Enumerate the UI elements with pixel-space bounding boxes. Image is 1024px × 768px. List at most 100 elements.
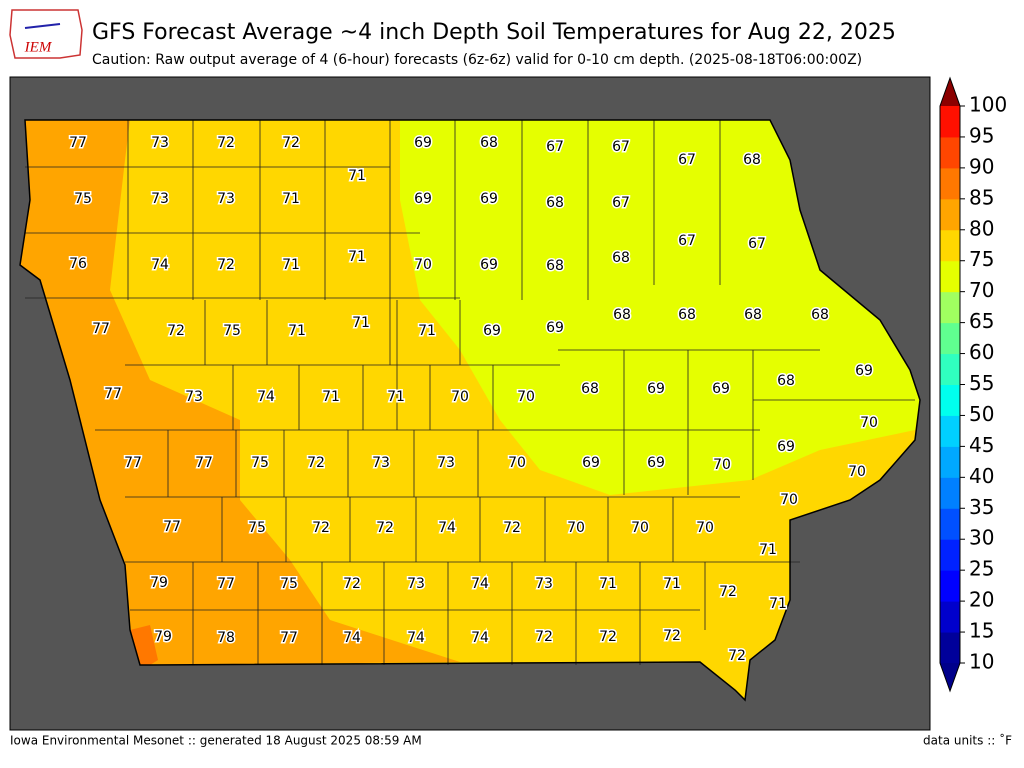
county-value: 72	[167, 323, 185, 339]
county-value: 72	[312, 520, 330, 536]
county-value: 70	[860, 415, 878, 431]
colorbar-segment	[940, 291, 960, 324]
county-value: 79	[150, 575, 168, 591]
county-value: 77	[280, 630, 298, 646]
county-value: 75	[223, 323, 241, 339]
county-value: 68	[777, 373, 795, 389]
county-value: 74	[471, 576, 489, 592]
county-value: 69	[480, 191, 498, 207]
logo-text: IEM	[24, 39, 53, 55]
county-value: 68	[546, 195, 564, 211]
county-value: 70	[713, 457, 731, 473]
county-value: 74	[438, 520, 456, 536]
county-value: 77	[124, 455, 142, 471]
county-value: 68	[678, 307, 696, 323]
colorbar-segment	[940, 106, 960, 138]
county-value: 71	[599, 576, 617, 592]
state-outline	[19, 119, 921, 702]
county-value: 69	[647, 455, 665, 471]
county-value: 75	[248, 520, 266, 536]
colorbar-segment	[940, 322, 960, 355]
county-value: 68	[743, 152, 761, 168]
county-value: 68	[612, 250, 630, 266]
colorbar-segment	[940, 477, 960, 509]
county-value: 72	[599, 629, 617, 645]
county-value: 72	[376, 520, 394, 536]
county-value: 69	[582, 455, 600, 471]
county-value: 72	[663, 628, 681, 644]
colorbar-tick-label: 15	[969, 619, 994, 643]
county-value: 71	[282, 257, 300, 273]
colorbar-tick-label: 85	[969, 185, 994, 209]
logo-outline	[9, 9, 83, 59]
county-value: 77	[104, 386, 122, 402]
county-value: 73	[151, 191, 169, 207]
county-value: 73	[372, 455, 390, 471]
county-value: 73	[151, 135, 169, 151]
county-value: 77	[92, 321, 110, 337]
county-value: 69	[546, 320, 564, 336]
county-value: 68	[546, 258, 564, 274]
footer-left: Iowa Environmental Mesonet :: generated …	[10, 734, 422, 748]
colorbar-tick-label: 20	[969, 588, 994, 612]
colorbar-tick-label: 65	[969, 309, 994, 333]
county-value: 72	[728, 648, 746, 664]
county-value: 69	[414, 191, 432, 207]
colorbar-segment	[940, 415, 960, 447]
county-value: 77	[195, 455, 213, 471]
cool-region	[400, 120, 920, 495]
county-value: 71	[352, 315, 370, 331]
colorbar-under	[940, 663, 960, 691]
county-lines	[25, 120, 915, 665]
county-value: 71	[759, 542, 777, 558]
colorbar-tick-label: 90	[969, 154, 994, 178]
county-value: 68	[613, 307, 631, 323]
county-value: 71	[769, 596, 787, 612]
county-value: 77	[217, 576, 235, 592]
county-value: 70	[414, 257, 432, 273]
colorbar-tick-label: 60	[969, 340, 994, 364]
county-value: 68	[581, 381, 599, 397]
colorbar-segment	[940, 260, 960, 293]
county-value: 69	[414, 135, 432, 151]
county-value: 70	[848, 464, 866, 480]
county-value: 71	[663, 576, 681, 592]
colorbar-tick-label: 50	[969, 402, 994, 426]
county-value: 69	[480, 257, 498, 273]
county-value: 70	[508, 455, 526, 471]
county-value: 75	[251, 455, 269, 471]
colorbar-segment	[940, 136, 960, 169]
county-value: 72	[282, 135, 300, 151]
county-value: 70	[451, 389, 469, 405]
county-value: 71	[288, 323, 306, 339]
county-value: 73	[407, 576, 425, 592]
county-value: 70	[780, 492, 798, 508]
county-value: 73	[535, 576, 553, 592]
county-value: 71	[322, 389, 340, 405]
county-value: 70	[631, 520, 649, 536]
county-value: 68	[811, 307, 829, 323]
colorbar-segment	[940, 508, 960, 540]
county-value: 69	[712, 381, 730, 397]
county-value: 70	[696, 520, 714, 536]
colorbar-segment	[940, 353, 960, 385]
colorbar-tick-label: 30	[969, 526, 994, 550]
hot-spot	[130, 625, 158, 665]
logo-line	[24, 23, 61, 29]
county-value: 73	[217, 191, 235, 207]
colorbar-segment	[940, 384, 960, 416]
map: 77 73 72 72 69 68 67 67 67 68 71 75 73 73 71 69 69 68 67 67…	[19, 119, 921, 702]
colorbar-tick-label: 35	[969, 495, 994, 519]
colorbar-tick-label: 25	[969, 557, 994, 581]
county-value: 73	[437, 455, 455, 471]
warm-region	[20, 120, 460, 665]
county-value: 72	[343, 576, 361, 592]
county-value: 68	[480, 135, 498, 151]
county-value: 67	[612, 195, 630, 211]
county-value: 72	[217, 257, 235, 273]
county-value: 70	[567, 520, 585, 536]
county-value: 67	[612, 139, 630, 155]
colorbar-tick-label: 45	[969, 433, 994, 457]
county-value: 74	[407, 630, 425, 646]
county-value: 72	[217, 135, 235, 151]
